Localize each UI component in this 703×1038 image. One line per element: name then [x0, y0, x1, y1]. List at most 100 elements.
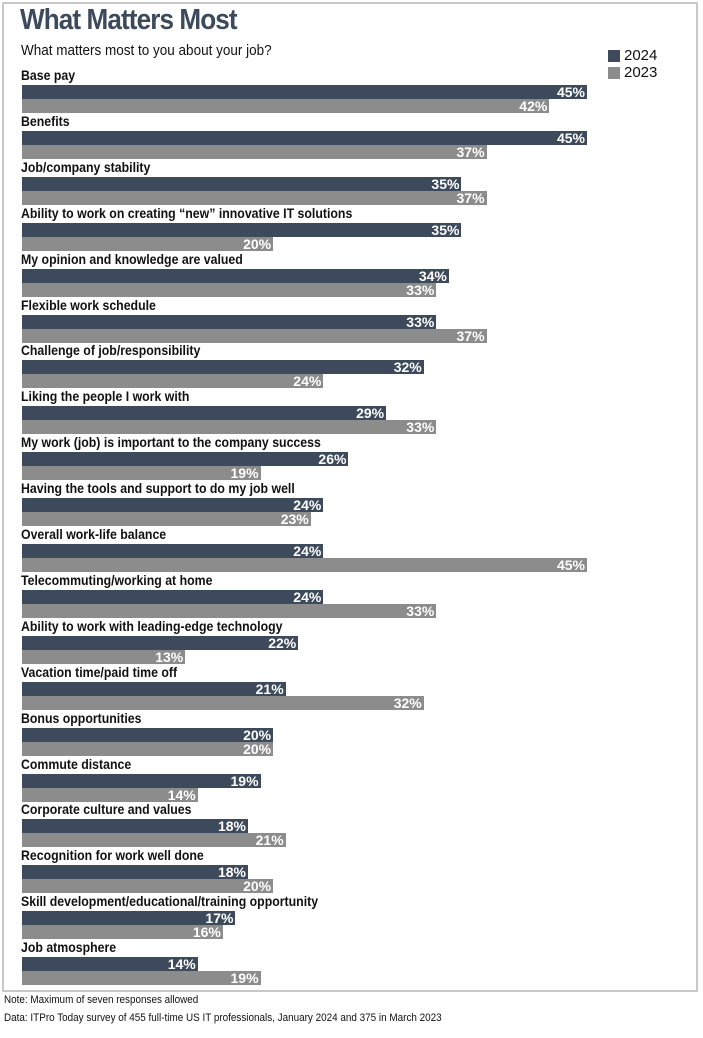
data-label: 20% [243, 878, 272, 895]
bar-2023: 33% [22, 602, 437, 619]
bar-2023: 13% [22, 648, 186, 665]
bar-2024: 29% [22, 405, 387, 422]
bar-2024: 45% [22, 84, 587, 100]
data-label: 20% [243, 740, 272, 757]
category-label: Job atmosphere [21, 939, 117, 956]
legend-swatch-2023 [608, 66, 620, 79]
data-label: 34% [418, 267, 447, 284]
bar-2023: 37% [22, 327, 487, 344]
bar-2024: 20% [22, 726, 274, 743]
data-label: 33% [406, 602, 435, 619]
legend-swatch-2024 [608, 49, 620, 62]
bar-2024: 35% [22, 176, 462, 192]
category-label: Telecommuting/working at home [21, 571, 213, 588]
category-label: Overall work-life balance [21, 526, 167, 542]
data-label: 37% [456, 327, 485, 344]
data-label: 32% [393, 359, 422, 376]
category-label: Challenge of job/responsibility [21, 342, 201, 359]
data-label: 24% [293, 373, 322, 390]
bar-2024: 19% [22, 772, 261, 789]
data-label: 17% [205, 910, 234, 927]
category-label: Skill development/educational/training o… [21, 893, 319, 910]
data-label: 16% [192, 924, 221, 941]
data-label: 37% [456, 189, 485, 206]
category-label: Vacation time/paid time off [21, 663, 178, 680]
data-label: 26% [318, 451, 347, 468]
category-label: Job/company stability [21, 158, 151, 175]
data-label: 24% [293, 497, 322, 514]
data-label: 20% [243, 726, 272, 743]
bar-2023: 24% [22, 373, 324, 390]
category-label: Recognition for work well done [21, 847, 204, 864]
category-label: Liking the people I work with [21, 388, 190, 405]
data-label: 13% [155, 648, 184, 665]
chart-frame [2, 2, 698, 992]
bar-2023: 19% [22, 970, 261, 986]
bar-2023: 20% [22, 235, 274, 252]
category-label: Ability to work on creating “new” innova… [21, 204, 353, 221]
category-label: Ability to work with leading-edge techno… [21, 617, 283, 634]
data-label: 33% [406, 419, 435, 436]
category-label: Bonus opportunities [21, 709, 142, 726]
bar-2024: 14% [22, 956, 198, 973]
bar-2024: 18% [22, 818, 248, 835]
bar-2024: 18% [22, 864, 248, 881]
bar-2024: 24% [22, 497, 324, 514]
bar-2023: 19% [22, 465, 261, 482]
bar-2024: 26% [22, 451, 349, 468]
category-label: Commute distance [21, 755, 132, 772]
category-label: My work (job) is important to the compan… [21, 434, 321, 451]
bar-2023: 20% [22, 878, 274, 895]
bar-2024: 34% [22, 267, 449, 284]
legend-item-2024: 2024 [608, 47, 657, 64]
category-label: My opinion and knowledge are valued [21, 250, 243, 267]
chart-subtitle: What matters most to you about your job? [21, 42, 272, 59]
legend-label-2024: 2024 [624, 47, 658, 64]
data-label: 21% [255, 680, 284, 697]
legend-label-2023: 2023 [624, 64, 658, 81]
data-label: 24% [293, 543, 322, 559]
data-label: 19% [230, 465, 259, 482]
data-label: 24% [293, 588, 322, 605]
data-label: 14% [167, 956, 196, 973]
bar-2023: 20% [22, 740, 274, 757]
data-label: 33% [406, 281, 435, 298]
data-label: 42% [519, 98, 548, 114]
data-label: 23% [280, 511, 309, 528]
category-label: Flexible work schedule [21, 296, 156, 313]
bar-2024: 32% [22, 359, 424, 376]
bar-2024: 35% [22, 221, 462, 238]
chart-source: Data: ITPro Today survey of 455 full-tim… [4, 1012, 442, 1024]
data-label: 18% [217, 818, 246, 835]
bar-2023: 33% [22, 419, 437, 436]
bar-2023: 16% [22, 924, 223, 941]
bar-2024: 24% [22, 588, 324, 605]
data-label: 20% [243, 235, 272, 252]
data-label: 45% [556, 84, 585, 100]
category-label: Having the tools and support to do my jo… [21, 480, 295, 497]
bar-2023: 21% [22, 832, 286, 849]
category-label: Corporate culture and values [21, 801, 192, 818]
data-label: 19% [230, 772, 259, 789]
data-label: 33% [406, 313, 435, 330]
bar-2024: 45% [22, 130, 587, 146]
data-label: 18% [217, 864, 246, 881]
legend-item-2023: 2023 [608, 64, 657, 81]
bar-2024: 17% [22, 910, 236, 927]
bar-2024: 21% [22, 680, 286, 697]
bar-2023: 33% [22, 281, 437, 298]
bar-2023: 14% [22, 786, 198, 803]
data-label: 32% [393, 694, 422, 711]
chart-note: Note: Maximum of seven responses allowed [4, 994, 199, 1006]
bar-2023: 32% [22, 694, 424, 711]
data-label: 35% [431, 221, 460, 238]
data-label: 37% [456, 143, 485, 160]
category-label: Benefits [21, 112, 70, 129]
data-label: 21% [255, 832, 284, 849]
data-label: 29% [356, 405, 385, 422]
data-label: 22% [268, 634, 297, 651]
data-label: 14% [167, 786, 196, 803]
bar-2023: 42% [22, 98, 550, 114]
bar-2024: 33% [22, 313, 437, 330]
bar-2023: 45% [22, 557, 587, 573]
